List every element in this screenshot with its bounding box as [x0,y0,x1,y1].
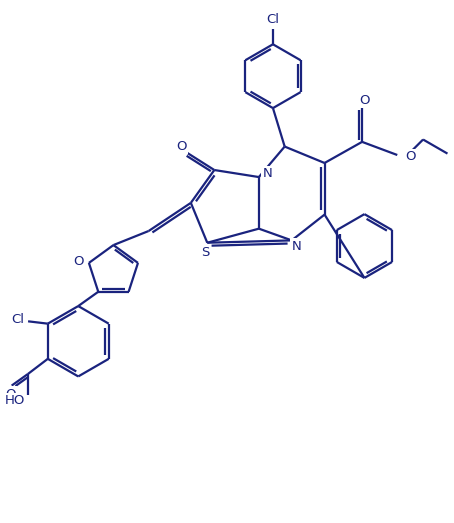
Text: O: O [176,140,187,153]
Text: N: N [262,167,272,180]
Text: O: O [5,388,16,401]
Text: O: O [406,150,416,163]
Text: O: O [359,94,370,107]
Text: HO: HO [5,394,25,407]
Text: Cl: Cl [266,14,280,26]
Text: Cl: Cl [11,313,24,326]
Text: O: O [74,255,84,268]
Text: N: N [291,240,301,253]
Text: S: S [201,246,209,258]
